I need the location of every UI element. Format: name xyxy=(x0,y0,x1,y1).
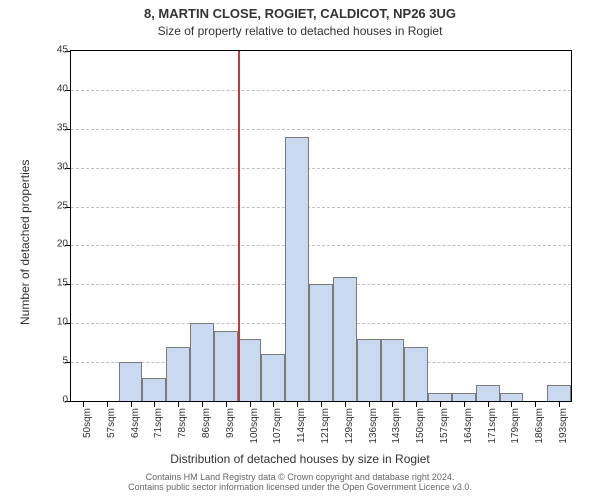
y-tick-label: 0 xyxy=(0,395,76,406)
x-tick xyxy=(345,401,346,407)
y-tick-label: 35 xyxy=(0,122,76,133)
x-tick xyxy=(440,401,441,407)
reference-line xyxy=(238,51,240,401)
histogram-bar xyxy=(261,354,285,401)
x-tick-label: 71sqm xyxy=(153,408,164,458)
x-tick-label: 100sqm xyxy=(249,408,260,458)
histogram-bar xyxy=(476,385,500,401)
x-tick xyxy=(83,401,84,407)
grid-line xyxy=(71,168,571,169)
x-tick-label: 143sqm xyxy=(391,408,402,458)
x-tick xyxy=(202,401,203,407)
footer-line: Contains HM Land Registry data © Crown c… xyxy=(0,472,600,482)
histogram-bar xyxy=(214,331,238,401)
x-tick-label: 93sqm xyxy=(225,408,236,458)
x-tick xyxy=(535,401,536,407)
grid-line xyxy=(71,245,571,246)
x-axis-title: Distribution of detached houses by size … xyxy=(0,452,600,466)
x-tick-label: 121sqm xyxy=(320,408,331,458)
x-tick xyxy=(392,401,393,407)
x-tick xyxy=(178,401,179,407)
histogram-bar xyxy=(190,323,214,401)
x-tick xyxy=(131,401,132,407)
page-root: 8, MARTIN CLOSE, ROGIET, CALDICOT, NP26 … xyxy=(0,0,600,500)
grid-line xyxy=(71,129,571,130)
x-tick-label: 114sqm xyxy=(296,408,307,458)
x-tick xyxy=(369,401,370,407)
y-tick-label: 40 xyxy=(0,83,76,94)
histogram-bar xyxy=(333,277,357,401)
x-tick-label: 78sqm xyxy=(177,408,188,458)
y-tick-label: 10 xyxy=(0,317,76,328)
x-tick xyxy=(297,401,298,407)
histogram-bar xyxy=(500,393,524,401)
x-tick xyxy=(273,401,274,407)
footer-line: Contains public sector information licen… xyxy=(0,482,600,492)
footer-attribution: Contains HM Land Registry data © Crown c… xyxy=(0,472,600,492)
x-tick-label: 164sqm xyxy=(463,408,474,458)
x-tick-label: 86sqm xyxy=(201,408,212,458)
histogram-bar xyxy=(285,137,309,401)
x-tick-label: 64sqm xyxy=(130,408,141,458)
chart-subtitle: Size of property relative to detached ho… xyxy=(0,24,600,38)
x-tick-label: 136sqm xyxy=(368,408,379,458)
x-tick-label: 186sqm xyxy=(534,408,545,458)
x-tick-label: 171sqm xyxy=(487,408,498,458)
x-tick-label: 57sqm xyxy=(106,408,117,458)
x-tick xyxy=(226,401,227,407)
x-tick xyxy=(107,401,108,407)
histogram-bar xyxy=(119,362,143,401)
y-tick-label: 5 xyxy=(0,356,76,367)
x-tick xyxy=(250,401,251,407)
x-tick xyxy=(464,401,465,407)
histogram-bar xyxy=(166,347,190,401)
y-tick-label: 30 xyxy=(0,161,76,172)
grid-line xyxy=(71,90,571,91)
x-tick-label: 107sqm xyxy=(272,408,283,458)
x-tick-label: 150sqm xyxy=(415,408,426,458)
x-tick xyxy=(154,401,155,407)
histogram-bar xyxy=(357,339,381,401)
y-tick-label: 45 xyxy=(0,45,76,56)
chart-title: 8, MARTIN CLOSE, ROGIET, CALDICOT, NP26 … xyxy=(0,6,600,21)
y-tick-label: 25 xyxy=(0,200,76,211)
y-tick-label: 15 xyxy=(0,278,76,289)
histogram-bar xyxy=(142,378,166,401)
x-tick-label: 157sqm xyxy=(439,408,450,458)
x-tick-label: 179sqm xyxy=(510,408,521,458)
x-tick-label: 129sqm xyxy=(344,408,355,458)
histogram-bar xyxy=(404,347,428,401)
histogram-bar xyxy=(452,393,476,401)
histogram-bar xyxy=(547,385,571,401)
x-tick xyxy=(559,401,560,407)
plot-area xyxy=(70,50,572,402)
histogram-bar xyxy=(238,339,262,401)
x-tick xyxy=(488,401,489,407)
x-tick-label: 193sqm xyxy=(558,408,569,458)
x-tick xyxy=(416,401,417,407)
x-tick-label: 50sqm xyxy=(82,408,93,458)
grid-line xyxy=(71,207,571,208)
histogram-bar xyxy=(428,393,452,401)
x-tick xyxy=(321,401,322,407)
histogram-bar xyxy=(309,284,333,401)
histogram-bar xyxy=(381,339,405,401)
x-tick xyxy=(511,401,512,407)
y-tick-label: 20 xyxy=(0,239,76,250)
